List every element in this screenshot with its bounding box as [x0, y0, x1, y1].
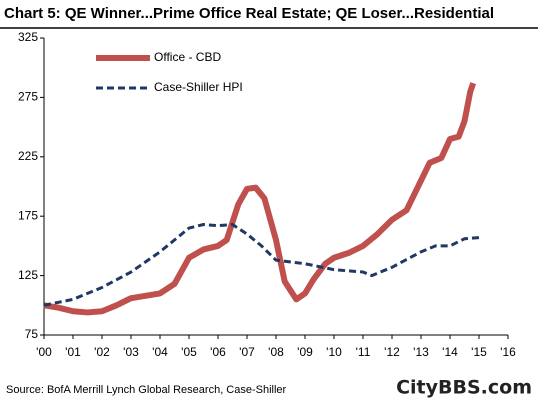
y-tick-label: 225	[18, 149, 38, 163]
watermark: CityBBS.com	[396, 377, 532, 399]
x-tick-label: '04	[152, 345, 168, 359]
series-line	[43, 223, 480, 307]
y-tick-label: 75	[25, 327, 39, 341]
x-tick-label: '13	[413, 345, 429, 359]
x-tick-label: '16	[500, 345, 516, 359]
x-tick-label: '09	[297, 345, 313, 359]
legend-label: Case-Shiller HPI	[154, 80, 243, 94]
x-tick-label: '05	[181, 345, 197, 359]
x-tick-label: '11	[356, 345, 371, 359]
x-tick-label: '07	[239, 345, 255, 359]
x-tick-label: '06	[210, 345, 226, 359]
x-tick-label: '08	[268, 345, 284, 359]
y-tick-label: 275	[18, 90, 38, 104]
x-tick-label: '02	[94, 345, 110, 359]
series-line	[43, 82, 477, 316]
x-tick-label: '15	[471, 345, 487, 359]
x-tick-label: '03	[123, 345, 139, 359]
x-tick-label: '01	[65, 345, 81, 359]
x-tick-label: '00	[36, 345, 52, 359]
source-note: Source: BofA Merrill Lynch Global Resear…	[6, 384, 287, 396]
x-tick-label: '10	[326, 345, 342, 359]
y-tick-label: 325	[18, 30, 38, 44]
y-tick-label: 175	[18, 208, 38, 222]
y-tick-label: 125	[18, 268, 38, 282]
chart-title: Chart 5: QE Winner...Prime Office Real E…	[4, 5, 494, 22]
x-tick-label: '14	[442, 345, 458, 359]
legend-label: Office - CBD	[154, 50, 221, 64]
x-tick-label: '12	[384, 345, 400, 359]
